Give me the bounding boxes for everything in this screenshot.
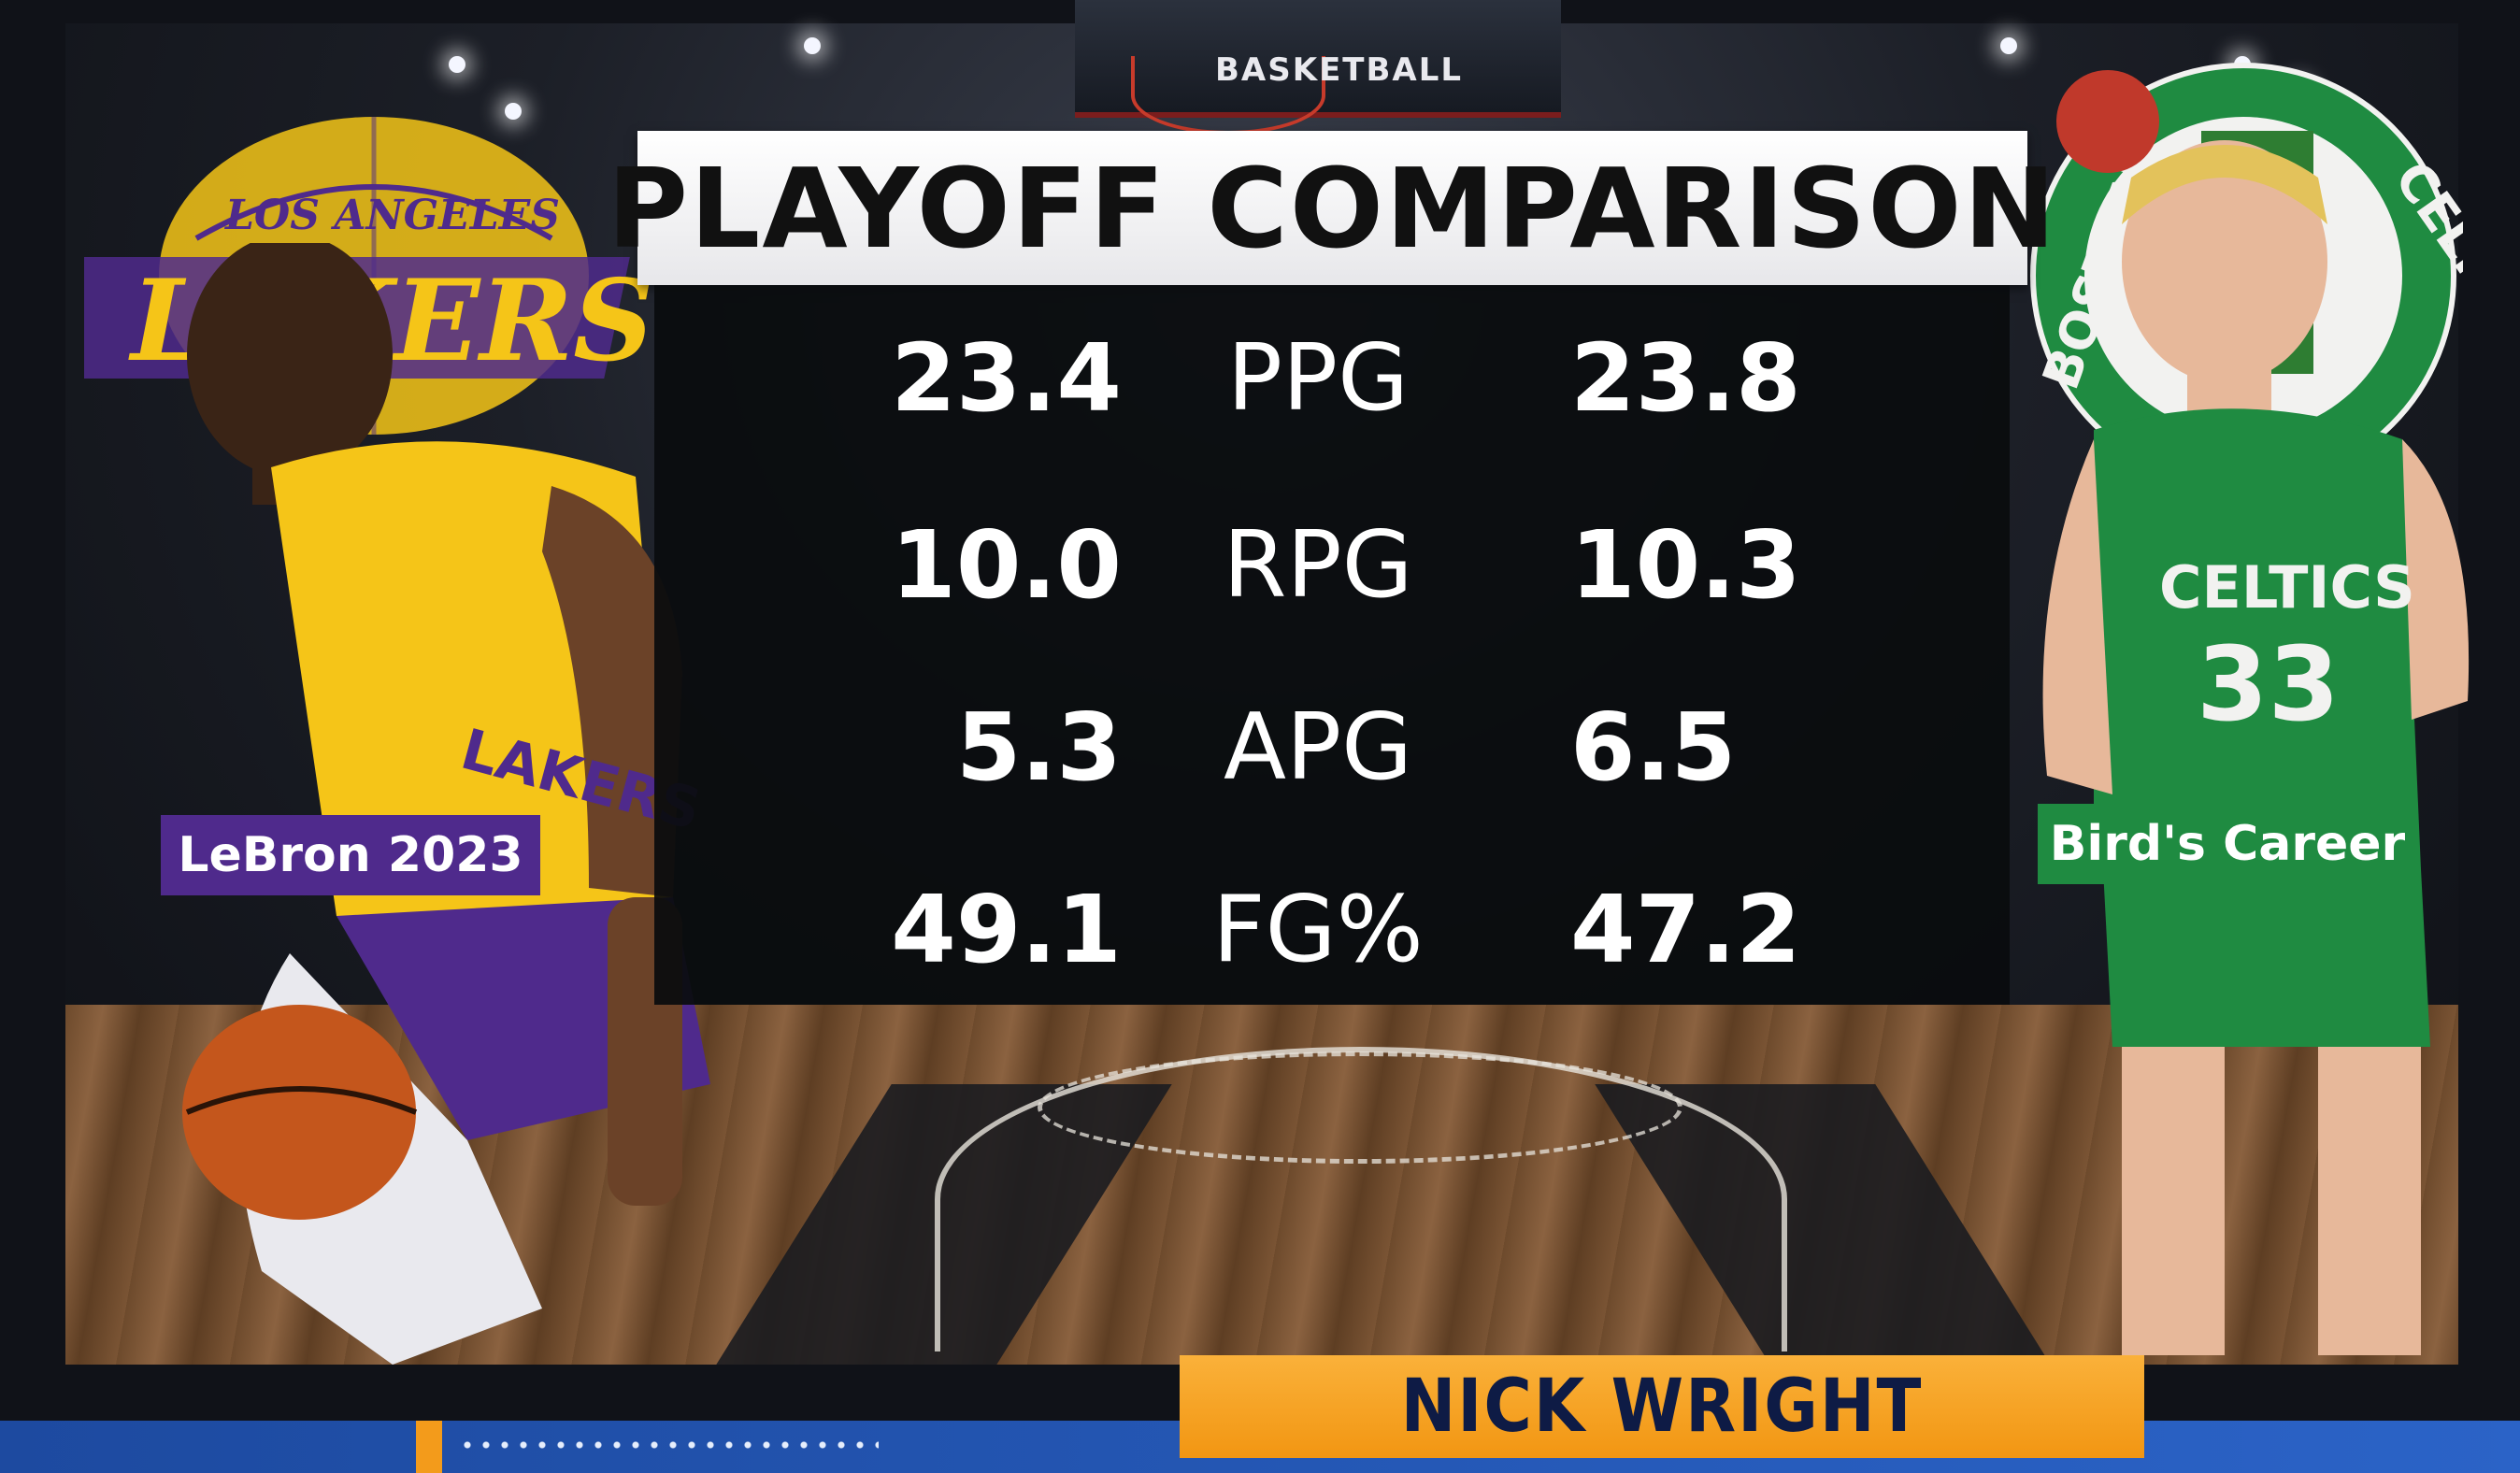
bird-rpg-value: 10.3 (1570, 510, 1801, 620)
bird-ppg-value: 23.8 (1570, 323, 1801, 433)
arena-light (804, 37, 821, 54)
lebron-ppg-value: 23.4 (891, 323, 1122, 433)
backboard-text: BASKETBALL (1215, 51, 1464, 89)
court-three-point-line (935, 1047, 1787, 1351)
svg-text:33: 33 (2197, 624, 2340, 744)
bird-apg-value: 6.5 (1570, 693, 1737, 802)
stat-label-ppg: PPG (1226, 325, 1410, 432)
stat-label-apg: APG (1223, 694, 1413, 801)
lebron-rpg-value: 10.0 (891, 510, 1122, 620)
bird-jersey-text: CELTICS (2159, 553, 2415, 622)
lebron-apg-value: 5.3 (955, 693, 1122, 802)
court-free-throw-circle (1038, 1051, 1682, 1164)
lebron-fg-value: 49.1 (891, 875, 1122, 984)
graphic-title: PLAYOFF COMPARISON (607, 143, 2058, 273)
bird-fg-value: 47.2 (1570, 875, 1801, 984)
arena-light (2000, 37, 2017, 54)
stat-row-fg: 49.1 FG% 47.2 (654, 841, 2010, 1019)
stats-panel: 23.4 PPG 23.8 10.0 RPG 10.3 5.3 APG 6.5 … (654, 285, 2010, 1005)
title-bar: PLAYOFF COMPARISON (608, 131, 2055, 285)
bird-player-image: CELTICS 33 (2042, 140, 2470, 1355)
stat-label-fg: FG% (1212, 877, 1424, 983)
lower-third-dots (458, 1436, 879, 1454)
arena-light (505, 103, 522, 120)
arena-light (449, 56, 465, 73)
stat-row-rpg: 10.0 RPG 10.3 (654, 477, 2010, 654)
lakers-logo-text: LOS ANGELES (223, 192, 560, 239)
speaker-name-plate: NICK WRIGHT (1180, 1355, 2144, 1458)
speaker-name: NICK WRIGHT (1400, 1365, 1924, 1449)
lower-third-accent (416, 1421, 442, 1473)
stat-row-apg: 5.3 APG 6.5 (654, 659, 2010, 837)
stat-label-rpg: RPG (1223, 512, 1413, 619)
bird-label-tag: Bird's Career (2038, 804, 2417, 884)
lebron-label-tag: LeBron 2023 (161, 815, 540, 895)
lebron-player-image: LAKERS (182, 243, 710, 1365)
stat-row-ppg: 23.4 PPG 23.8 (654, 290, 2010, 467)
